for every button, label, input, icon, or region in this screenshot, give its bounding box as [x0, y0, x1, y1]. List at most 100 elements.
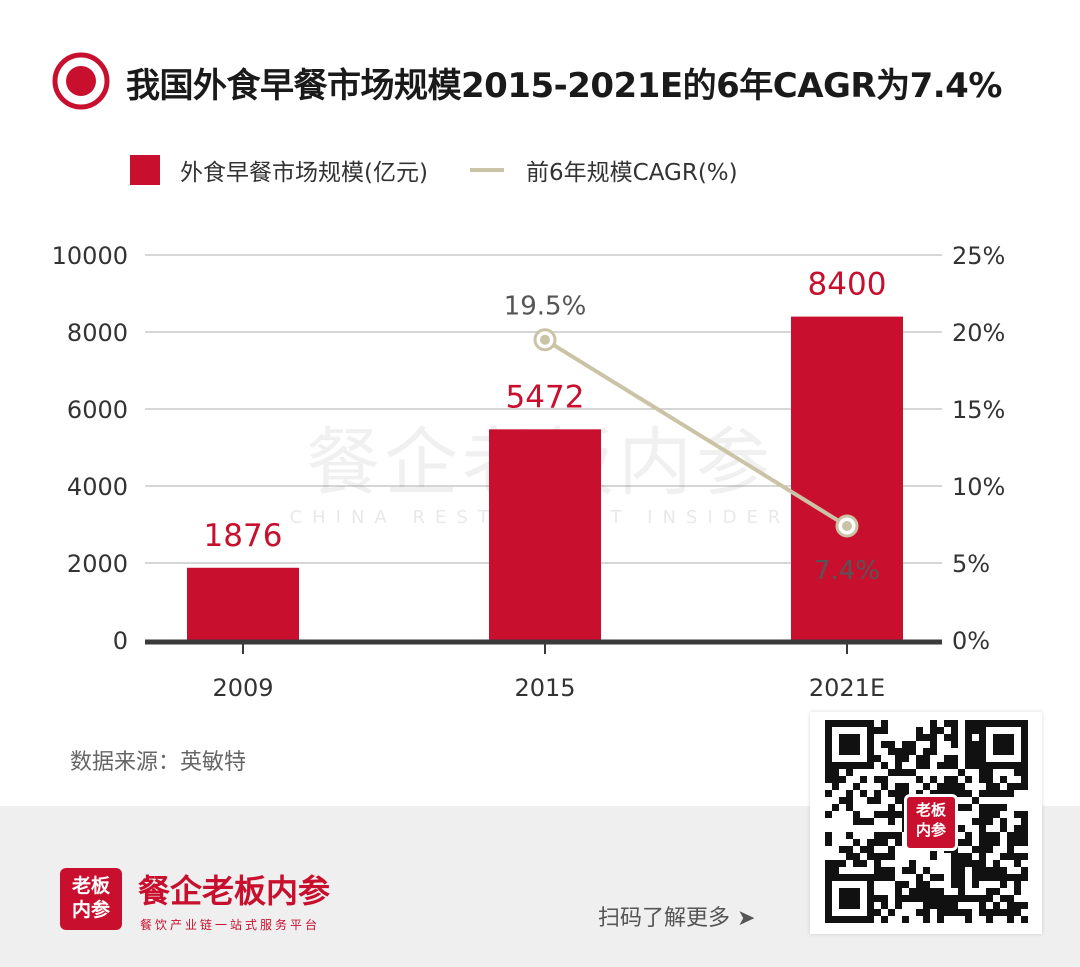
qr-module [867, 797, 874, 804]
qr-module [916, 888, 923, 895]
qr-module [930, 720, 937, 727]
qr-module [958, 769, 965, 776]
qr-module [839, 776, 846, 783]
qr-module [1000, 804, 1007, 811]
qr-module [846, 853, 853, 860]
qr-module [972, 881, 979, 888]
qr-module [972, 797, 979, 804]
qr-module [937, 727, 944, 734]
data-source: 数据来源：英敏特 [70, 750, 247, 775]
qr-module [881, 867, 888, 874]
qr-module [923, 888, 930, 895]
y-right-tick-label: 10% [952, 473, 1005, 501]
qr-module [860, 860, 867, 867]
y-left-tick-label: 8000 [67, 319, 128, 347]
qr-module [979, 895, 986, 902]
qr-module [923, 734, 930, 741]
qr-module [972, 727, 979, 734]
qr-module [951, 902, 958, 909]
qr-module [874, 839, 881, 846]
qr-module [958, 860, 965, 867]
qr-module [930, 874, 937, 881]
qr-module [986, 867, 993, 874]
y-left-tick-label: 6000 [67, 396, 128, 424]
qr-module [874, 832, 881, 839]
qr-module [874, 776, 881, 783]
qr-module [902, 790, 909, 797]
qr-module [972, 720, 979, 727]
qr-module [979, 776, 986, 783]
qr-module [979, 804, 986, 811]
qr-module [853, 783, 860, 790]
qr-module [923, 881, 930, 888]
qr-module [986, 832, 993, 839]
qr-module [1021, 769, 1028, 776]
qr-module [986, 818, 993, 825]
qr-module [958, 783, 965, 790]
qr-module [986, 888, 993, 895]
qr-module [895, 881, 902, 888]
qr-module [958, 790, 965, 797]
qr-module [1021, 839, 1028, 846]
qr-module [993, 832, 1000, 839]
qr-code[interactable]: 老板 内参 [810, 712, 1042, 934]
legend-bar-swatch [130, 155, 160, 185]
qr-module [965, 916, 972, 923]
qr-module [1000, 881, 1007, 888]
qr-module [930, 895, 937, 902]
y-left-tick-label: 2000 [67, 550, 128, 578]
qr-badge: 老板 内参 [904, 794, 958, 851]
qr-module [951, 790, 958, 797]
qr-module [1014, 909, 1021, 916]
qr-module [986, 846, 993, 853]
qr-module [937, 916, 944, 923]
qr-module [895, 790, 902, 797]
qr-module [937, 888, 944, 895]
qr-module [874, 811, 881, 818]
qr-module [965, 790, 972, 797]
qr-module [993, 909, 1000, 916]
qr-module [874, 895, 881, 902]
qr-module [951, 853, 958, 860]
qr-module [909, 748, 916, 755]
qr-module [958, 895, 965, 902]
qr-module [881, 727, 888, 734]
qr-module [965, 762, 972, 769]
qr-module [1000, 874, 1007, 881]
qr-module [825, 867, 832, 874]
qr-module [1014, 825, 1021, 832]
qr-module [1007, 895, 1014, 902]
qr-module [846, 797, 853, 804]
qr-module [832, 867, 839, 874]
qr-module [881, 832, 888, 839]
qr-module [937, 790, 944, 797]
qr-module [993, 888, 1000, 895]
qr-module [909, 769, 916, 776]
qr-module [1014, 853, 1021, 860]
qr-module [825, 832, 832, 839]
qr-module [839, 797, 846, 804]
qr-module [972, 860, 979, 867]
qr-module [888, 769, 895, 776]
qr-module [930, 748, 937, 755]
qr-module [1007, 874, 1014, 881]
qr-module [930, 734, 937, 741]
qr-module [1007, 839, 1014, 846]
qr-module [979, 811, 986, 818]
qr-module [1014, 860, 1021, 867]
cagr-point [540, 334, 550, 345]
qr-module [902, 783, 909, 790]
qr-module [993, 860, 1000, 867]
qr-module [958, 825, 965, 832]
qr-module [923, 748, 930, 755]
qr-module [867, 853, 874, 860]
qr-module [965, 909, 972, 916]
qr-module [916, 895, 923, 902]
qr-module [1021, 783, 1028, 790]
qr-module [888, 811, 895, 818]
qr-module [965, 853, 972, 860]
chart-title: 我国外食早餐市场规模2015-2021E的6年CAGR为7.4% [126, 66, 1002, 106]
qr-module [986, 874, 993, 881]
qr-module [1021, 853, 1028, 860]
qr-module [1000, 825, 1007, 832]
